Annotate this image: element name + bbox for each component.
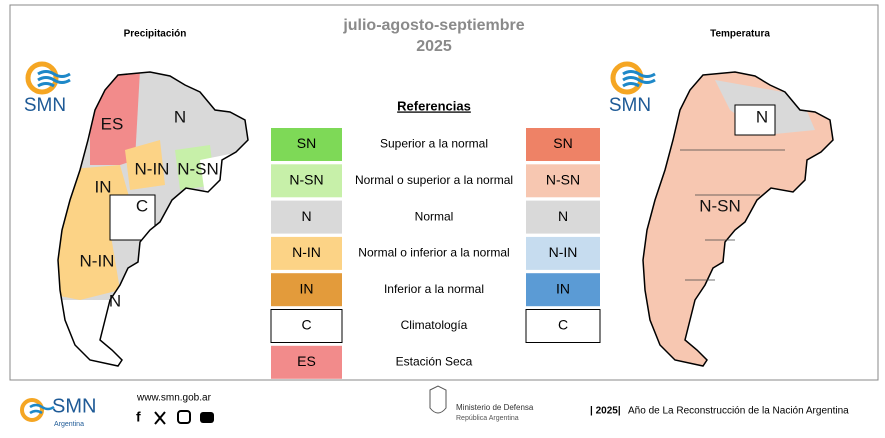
legend-swatch — [525, 309, 601, 343]
legend-swatch — [526, 164, 600, 198]
legend-title: Referencias — [397, 98, 471, 113]
url[interactable]: www.smn.gob.ar — [136, 393, 212, 404]
legend-swatch — [526, 200, 600, 234]
map-label: N — [109, 291, 121, 310]
logo-text: SMN — [24, 95, 66, 116]
map-label: N-IN — [80, 251, 115, 270]
svg-text:f: f — [136, 409, 141, 425]
legend-swatch — [271, 236, 342, 270]
legend-code: N-SN — [289, 172, 323, 188]
logo: SMN — [609, 61, 656, 116]
legend-swatch — [271, 128, 342, 161]
legend-label: Normal — [415, 209, 454, 223]
map-title: Temperatura — [710, 29, 770, 40]
map-title: Precipitación — [124, 29, 187, 40]
legend-code: N-IN — [549, 244, 578, 260]
legend-code: N-IN — [292, 244, 321, 260]
legend-swatch — [271, 273, 342, 307]
legend-swatch — [271, 345, 342, 379]
legend-label: Normal o inferior a la normal — [358, 246, 509, 260]
slogan: Año de La Reconstrucción de la Nación Ar… — [628, 406, 849, 417]
map-label: N — [174, 107, 186, 126]
ministry-sub: República Argentina — [456, 415, 519, 422]
logo: SMN — [24, 61, 71, 116]
legend-code: C — [301, 317, 311, 333]
precip-map — [58, 72, 248, 366]
legend-label: Normal o superior a la normal — [355, 173, 513, 187]
social-icons[interactable]: f — [136, 409, 214, 425]
legend-label: Superior a la normal — [380, 137, 488, 151]
title: julio-agosto-septiembre — [342, 17, 524, 34]
logo-text: SMN — [609, 95, 651, 116]
map-label: N-IN — [135, 159, 170, 178]
legend-label: Climatología — [401, 318, 468, 332]
legend-code: IN — [300, 280, 314, 296]
legend-swatch — [270, 309, 343, 343]
footer-logo: SMN — [52, 395, 96, 417]
year: 2025 — [416, 38, 452, 55]
footer-logo-sub: Argentina — [54, 421, 84, 428]
legend-code: C — [558, 317, 568, 333]
legend-swatch — [526, 236, 600, 270]
legend-swatch — [271, 164, 342, 198]
legend-code: SN — [297, 135, 316, 151]
slogan-year: | 2025| — [590, 406, 621, 417]
temp-map — [642, 71, 834, 367]
legend-label: Inferior a la normal — [384, 282, 484, 296]
footer: SMN Argentina www.smn.gob.ar f Ministeri… — [20, 385, 849, 428]
map-label: C — [136, 196, 148, 215]
legend-code: N-SN — [546, 172, 580, 188]
legend-label: Estación Seca — [396, 354, 473, 368]
legend-code: N — [301, 208, 311, 224]
map-label: N-SN — [699, 196, 741, 215]
map-label: IN — [95, 177, 112, 196]
ministry: Ministerio de Defensa — [456, 403, 534, 412]
legend-code: IN — [556, 280, 570, 296]
map-label: N-SN — [177, 159, 219, 178]
map-label: N — [756, 107, 768, 126]
country-outline — [57, 71, 249, 367]
frame — [9, 4, 879, 381]
legend-code: N — [558, 208, 568, 224]
legend-swatch — [526, 273, 600, 307]
crest — [429, 385, 447, 414]
legend-swatch — [526, 128, 600, 161]
map-label: ES — [101, 114, 124, 133]
legend-swatch — [271, 200, 342, 234]
legend-code: ES — [297, 353, 316, 369]
legend-code: SN — [553, 135, 572, 151]
